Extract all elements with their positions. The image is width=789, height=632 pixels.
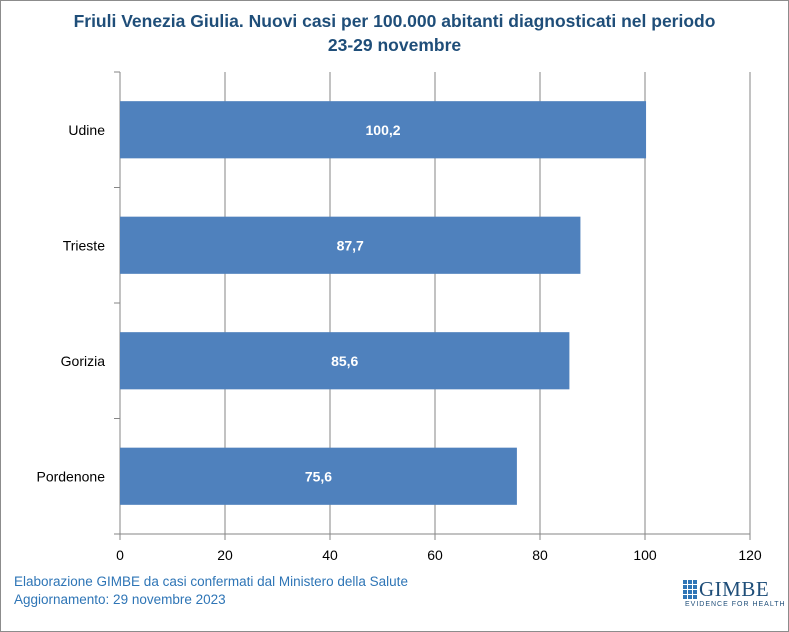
- category-label-trieste: Trieste: [63, 237, 105, 253]
- logo-tagline: EVIDENCE FOR HEALTH: [685, 601, 786, 608]
- data-label-gorizia: 85,6: [331, 353, 358, 369]
- logo-name: GIMBE: [699, 577, 770, 601]
- data-label-pordenone: 75,6: [305, 468, 332, 484]
- source-note: Elaborazione GIMBE da casi confermati da…: [14, 573, 408, 609]
- chart-title-line1: Friuli Venezia Giulia. Nuovi casi per 10…: [73, 11, 716, 31]
- chart-title: Friuli Venezia Giulia. Nuovi casi per 10…: [0, 9, 789, 57]
- x-tick-label: 60: [427, 547, 443, 563]
- chart-title-line2: 23-29 novembre: [327, 35, 462, 55]
- x-tick-label: 20: [217, 547, 233, 563]
- category-label-gorizia: Gorizia: [61, 353, 106, 369]
- category-label-pordenone: Pordenone: [36, 468, 105, 484]
- gimbe-logo: GIMBE EVIDENCE FOR HEALTH: [683, 577, 785, 616]
- x-tick-label: 80: [532, 547, 548, 563]
- category-label-udine: Udine: [68, 122, 105, 138]
- x-tick-label: 120: [738, 547, 762, 563]
- source-line: Elaborazione GIMBE da casi confermati da…: [14, 574, 408, 589]
- bar-pordenone: [120, 447, 517, 505]
- logo-grid-icon: [683, 580, 697, 599]
- x-tick-label: 40: [322, 547, 338, 563]
- x-tick-label: 100: [633, 547, 657, 563]
- bar-udine: [120, 101, 647, 159]
- data-label-trieste: 87,7: [337, 237, 364, 253]
- bar-trieste: [120, 216, 581, 274]
- x-tick-label: 0: [116, 547, 124, 563]
- data-label-udine: 100,2: [366, 122, 401, 138]
- bar-gorizia: [120, 332, 570, 390]
- update-line: Aggiornamento: 29 novembre 2023: [14, 592, 226, 607]
